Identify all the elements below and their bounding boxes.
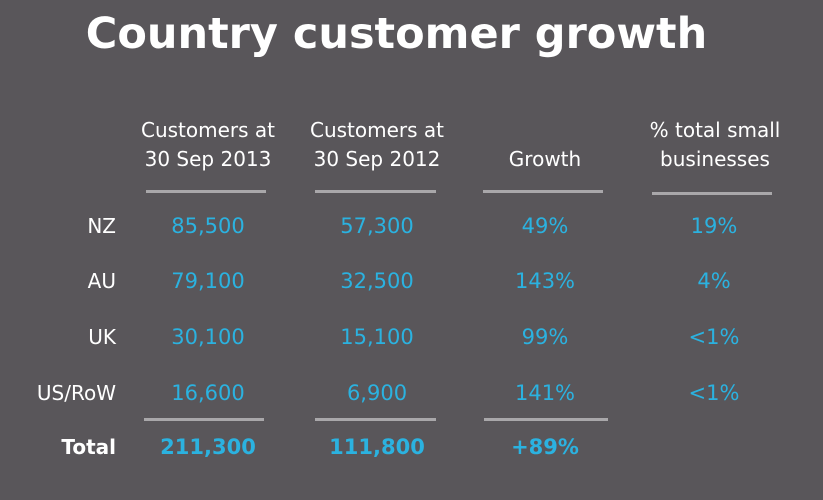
total-rule-col1 <box>144 418 264 421</box>
total-rule-col2 <box>315 418 436 421</box>
table-cell: 49% <box>521 214 569 238</box>
row-label-us-row: US/RoW <box>36 381 116 405</box>
row-label-nz: NZ <box>87 214 116 238</box>
table-cell: 99% <box>521 325 569 349</box>
table-cell: <1% <box>688 381 740 405</box>
column-header-pct-small-businesses: % total small businesses <box>649 118 781 171</box>
row-label-uk: UK <box>88 325 116 349</box>
table-cell: 6,900 <box>346 381 408 405</box>
header-rule-col1 <box>146 190 266 193</box>
table-cell: 141% <box>514 381 576 405</box>
column-header-growth: Growth <box>508 147 582 171</box>
total-cell: +89% <box>511 435 579 459</box>
column-header-customers-2012: Customers at 30 Sep 2012 <box>309 118 445 171</box>
table-cell: 30,100 <box>171 325 245 349</box>
column-header-customers-2013: Customers at 30 Sep 2013 <box>140 118 276 171</box>
header-rule-col3 <box>483 190 603 193</box>
table-cell: 15,100 <box>340 325 414 349</box>
table-cell: 32,500 <box>340 269 414 293</box>
table-cell: 19% <box>690 214 738 238</box>
table-cell: 4% <box>697 269 731 293</box>
table-cell: 16,600 <box>171 381 245 405</box>
table-cell: 143% <box>514 269 576 293</box>
table-cell: 79,100 <box>171 269 245 293</box>
header-rule-col4 <box>652 192 772 195</box>
table-cell: 57,300 <box>340 214 414 238</box>
page-title: Country customer growth <box>85 9 708 59</box>
total-cell: 111,800 <box>329 435 425 459</box>
total-cell: 211,300 <box>160 435 256 459</box>
row-label-au: AU <box>87 269 116 293</box>
table-cell: <1% <box>688 325 740 349</box>
header-rule-col2 <box>315 190 436 193</box>
table-cell: 85,500 <box>171 214 245 238</box>
total-rule-col3 <box>484 418 608 421</box>
row-label-total: Total <box>61 435 116 459</box>
